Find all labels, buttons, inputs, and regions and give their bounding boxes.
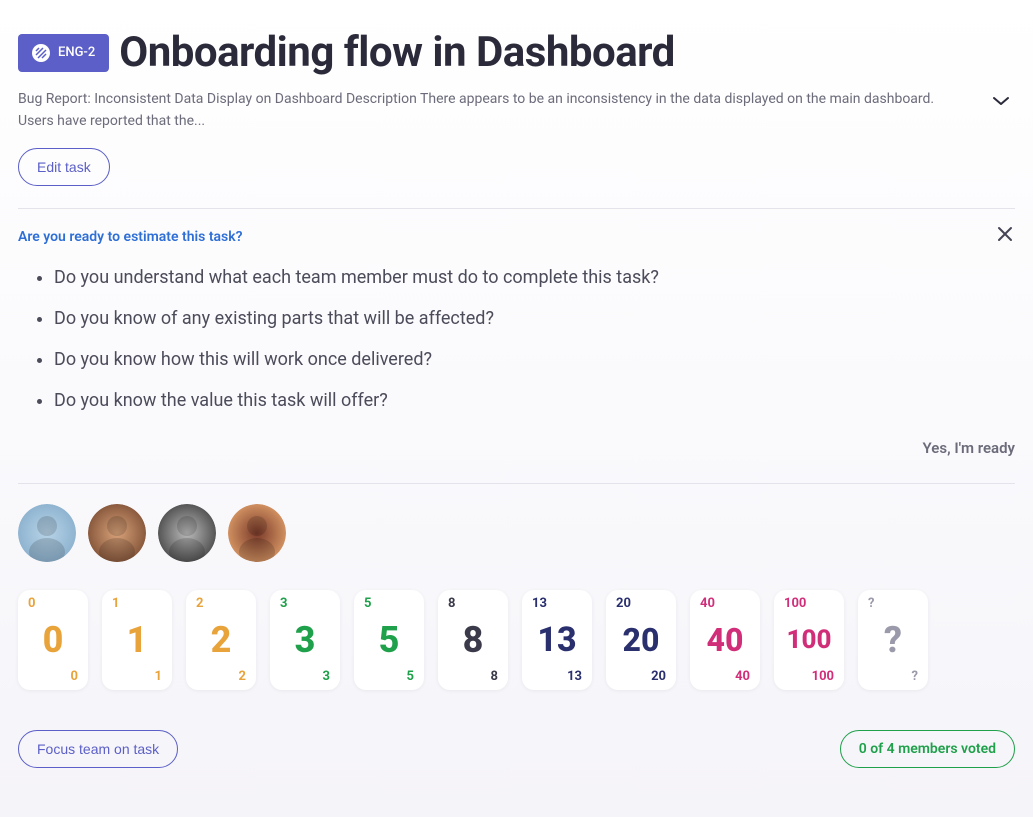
card-value: 13 <box>537 623 576 657</box>
card-value: 2 <box>211 622 232 658</box>
card-corner-label: 2 <box>196 596 203 611</box>
card-corner-label: 0 <box>28 596 35 611</box>
card-corner-label: 5 <box>364 596 371 611</box>
card-corner-label: 20 <box>616 596 631 611</box>
card-value: ? <box>884 622 902 658</box>
divider <box>18 208 1015 209</box>
card-value: 20 <box>623 624 660 656</box>
card-corner-label: 100 <box>784 596 806 611</box>
close-icon <box>997 226 1013 242</box>
edit-task-button[interactable]: Edit task <box>18 148 110 186</box>
close-prompt-button[interactable] <box>995 223 1015 250</box>
card-value: 0 <box>43 622 64 658</box>
card-corner-label: 5 <box>407 669 414 684</box>
estimate-card[interactable]: 40 40 40 <box>690 590 760 690</box>
readiness-question: Do you understand what each team member … <box>54 264 1003 293</box>
avatar[interactable] <box>18 504 76 562</box>
card-corner-label: ? <box>912 669 918 684</box>
card-corner-label: 40 <box>735 669 750 684</box>
vote-status-badge: 0 of 4 members voted <box>840 730 1015 768</box>
card-value: 3 <box>295 622 316 658</box>
chevron-down-icon <box>991 95 1011 107</box>
member-avatars <box>18 504 1015 562</box>
card-corner-label: ? <box>868 596 874 611</box>
task-title: Onboarding flow in Dashboard <box>119 28 675 77</box>
estimate-card[interactable]: 111 <box>102 590 172 690</box>
avatar[interactable] <box>88 504 146 562</box>
estimate-card[interactable]: 888 <box>438 590 508 690</box>
avatar[interactable] <box>228 504 286 562</box>
card-value: 8 <box>463 622 484 658</box>
estimate-cards: 0001112223335558881313132020204040401001… <box>18 590 1015 690</box>
estimate-card[interactable]: ??? <box>858 590 928 690</box>
card-corner-label: 13 <box>532 596 547 611</box>
focus-team-button[interactable]: Focus team on task <box>18 730 178 768</box>
readiness-questions: Do you understand what each team member … <box>30 264 1003 415</box>
estimate-card[interactable]: 000 <box>18 590 88 690</box>
readiness-question: Do you know the value this task will off… <box>54 387 1003 416</box>
card-corner-label: 3 <box>280 596 287 611</box>
task-badge[interactable]: ENG-2 <box>18 34 109 72</box>
estimate-prompt-title: Are you ready to estimate this task? <box>18 229 243 245</box>
card-corner-label: 1 <box>112 596 119 611</box>
card-corner-label: 100 <box>812 669 834 684</box>
task-badge-id: ENG-2 <box>58 45 95 60</box>
estimate-card[interactable]: 100 100 100 <box>774 590 844 690</box>
card-corner-label: 8 <box>448 596 455 611</box>
card-corner-label: 2 <box>239 669 246 684</box>
card-corner-label: 0 <box>71 669 78 684</box>
divider <box>18 483 1015 484</box>
card-corner-label: 20 <box>651 669 666 684</box>
ready-button[interactable]: Yes, I'm ready <box>923 439 1015 457</box>
card-corner-label: 8 <box>491 669 498 684</box>
card-corner-label: 1 <box>155 669 162 684</box>
estimate-card[interactable]: 333 <box>270 590 340 690</box>
card-corner-label: 13 <box>567 669 582 684</box>
card-corner-label: 40 <box>700 596 715 611</box>
readiness-question: Do you know of any existing parts that w… <box>54 305 1003 334</box>
expand-description-button[interactable] <box>987 91 1015 114</box>
estimate-card[interactable]: 222 <box>186 590 256 690</box>
estimate-card[interactable]: 20 20 20 <box>606 590 676 690</box>
estimate-card[interactable]: 555 <box>354 590 424 690</box>
card-value: 5 <box>379 622 400 658</box>
linear-icon <box>32 44 50 62</box>
card-value: 1 <box>127 622 148 658</box>
card-value: 100 <box>787 627 832 653</box>
task-description: Bug Report: Inconsistent Data Display on… <box>18 89 948 132</box>
readiness-question: Do you know how this will work once deli… <box>54 346 1003 375</box>
avatar[interactable] <box>158 504 216 562</box>
card-corner-label: 3 <box>323 669 330 684</box>
card-value: 40 <box>707 624 744 656</box>
estimate-card[interactable]: 13 13 13 <box>522 590 592 690</box>
